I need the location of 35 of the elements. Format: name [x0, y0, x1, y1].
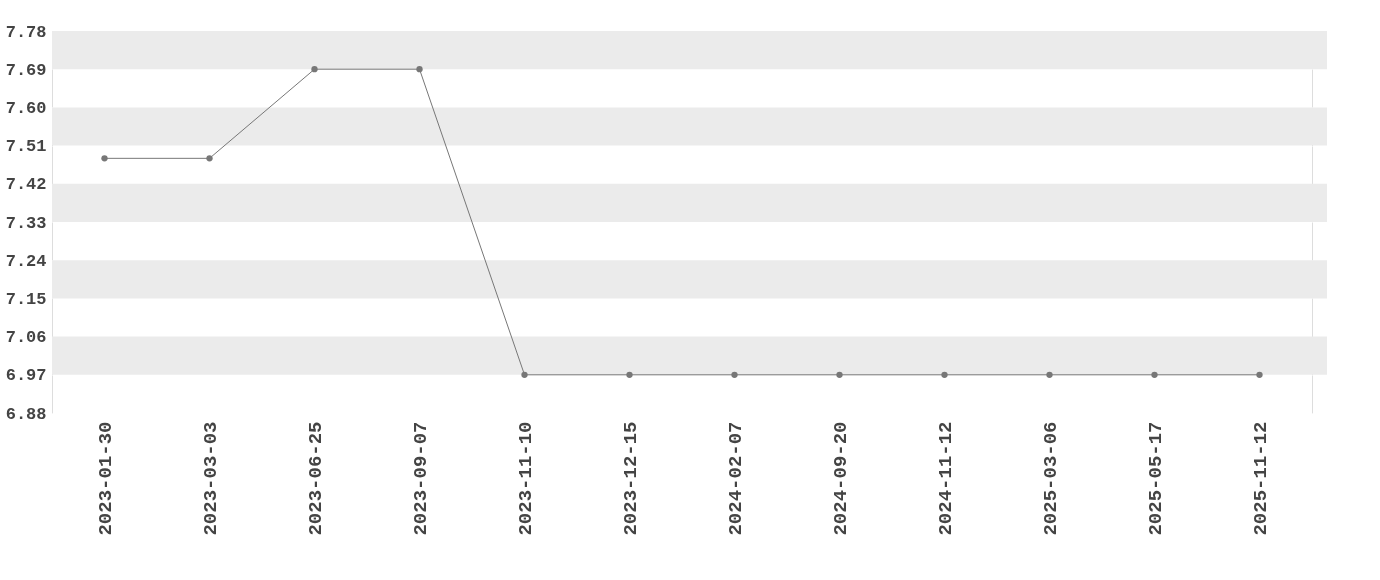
point: [1256, 371, 1263, 378]
point: [836, 371, 843, 378]
y-tick-label: 7.24: [5, 251, 47, 271]
y-tick-label: 7.15: [5, 289, 47, 309]
y-tick-label: 7.42: [5, 175, 47, 195]
y-tick-label: 6.88: [5, 404, 47, 424]
point: [311, 66, 318, 73]
y-tick-label: 7.51: [5, 137, 47, 157]
point: [731, 371, 738, 378]
point: [206, 155, 213, 162]
y-tick-label: 7.33: [5, 213, 47, 233]
x-tick-label: 2024-02-07: [725, 421, 747, 536]
point: [626, 371, 633, 378]
x-tick-label: 2023-12-15: [620, 421, 642, 536]
x-tick-label: 2025-11-12: [1250, 421, 1272, 536]
y-tick-label: 6.97: [5, 366, 47, 386]
point: [1151, 371, 1158, 378]
point: [941, 371, 948, 378]
point: [521, 371, 528, 378]
x-tick-label: 2024-11-12: [935, 421, 957, 536]
x-tick-label: 2023-01-30: [95, 421, 117, 536]
y-tick-label: 7.60: [5, 98, 47, 118]
point: [101, 155, 108, 162]
x-tick-label: 2023-06-25: [305, 421, 327, 536]
x-tick-label: 2025-03-06: [1040, 421, 1062, 536]
y-tick-label: 7.69: [5, 60, 47, 80]
x-tick-label: 2023-09-07: [410, 421, 432, 536]
point: [416, 66, 423, 73]
x-tick-label: 2025-05-17: [1145, 421, 1167, 536]
x-tick-label: 2023-03-03: [200, 421, 222, 536]
x-tick-label: 2024-09-20: [830, 421, 852, 536]
y-tick-label: 7.78: [5, 22, 47, 42]
x-tick-label: 2023-11-10: [515, 421, 537, 536]
point: [1046, 371, 1053, 378]
y-tick-label: 7.06: [5, 328, 47, 348]
